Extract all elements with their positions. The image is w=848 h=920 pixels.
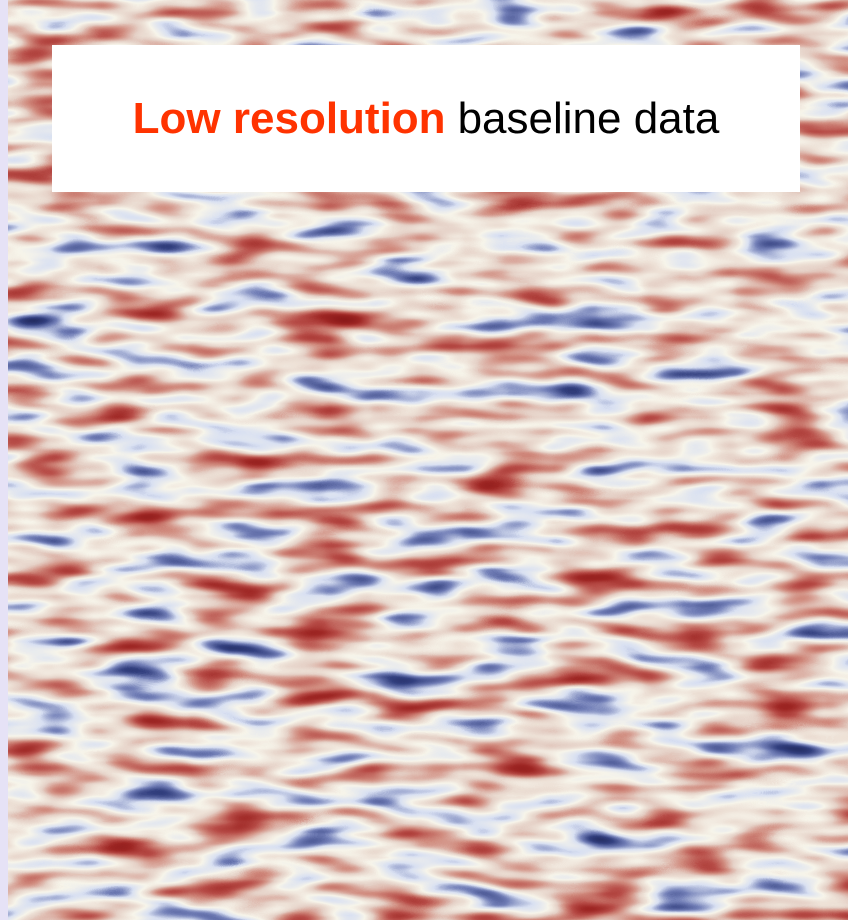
- caption-highlight: Low resolution: [132, 93, 446, 143]
- caption-rest: baseline data: [457, 93, 720, 143]
- caption-text: Low resolution baseline data: [133, 92, 720, 146]
- caption-box: Low resolution baseline data: [52, 45, 800, 192]
